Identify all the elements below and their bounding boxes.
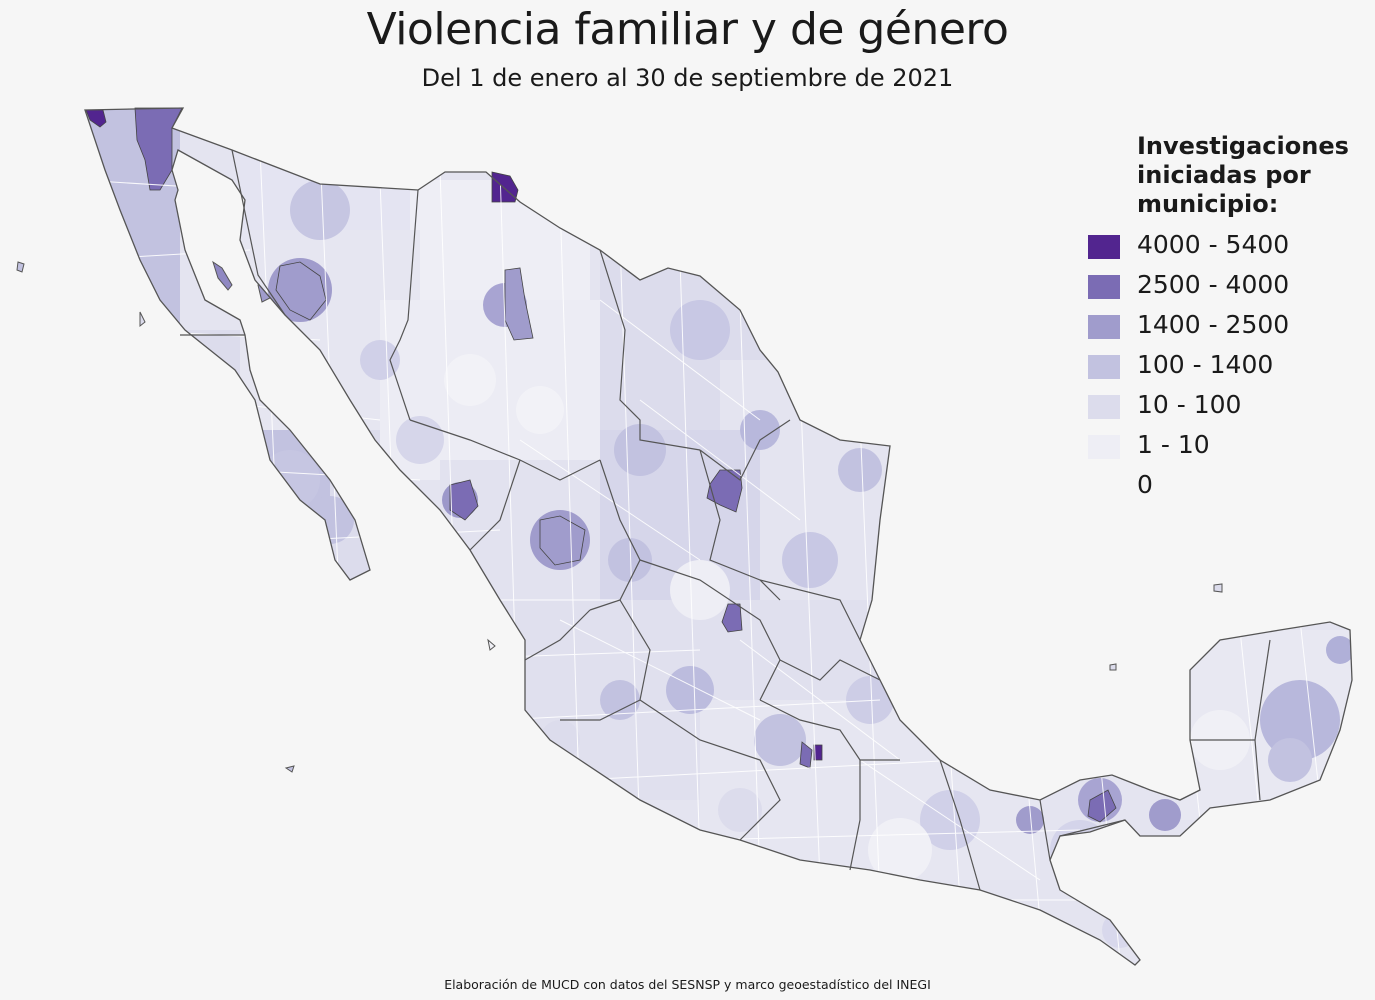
mainland xyxy=(84,107,1353,966)
map-subtitle: Del 1 de enero al 30 de septiembre de 20… xyxy=(421,64,954,92)
legend-swatch xyxy=(1088,355,1120,379)
country-outline xyxy=(84,107,1353,966)
state-borders xyxy=(180,149,1271,891)
legend-label: 1 - 10 xyxy=(1137,430,1210,459)
legend-label: 2500 - 4000 xyxy=(1137,270,1290,299)
legend-item: 0 xyxy=(1088,468,1367,508)
legend-label: 1400 - 2500 xyxy=(1137,310,1290,339)
legend-title: Investigaciones iniciadas por municipio: xyxy=(1137,132,1349,218)
legend-swatch xyxy=(1088,315,1120,339)
map-title: Violencia familiar y de género xyxy=(366,4,1009,55)
legend-swatch xyxy=(1088,475,1120,499)
source-note: Elaboración de MUCD con datos del SESNSP… xyxy=(444,977,931,992)
legend-item: 1 - 10 xyxy=(1088,428,1367,468)
legend-label: 4000 - 5400 xyxy=(1137,230,1290,259)
legend-swatch xyxy=(1088,235,1120,259)
legend-item: 10 - 100 xyxy=(1088,388,1367,428)
legend-swatch xyxy=(1088,435,1120,459)
legend-item: 100 - 1400 xyxy=(1088,348,1367,388)
map-legend: Investigaciones iniciadas por municipio:… xyxy=(1088,132,1367,508)
legend-label: 10 - 100 xyxy=(1137,390,1242,419)
legend-label: 0 xyxy=(1137,470,1153,499)
legend-swatch xyxy=(1088,275,1120,299)
legend-item: 2500 - 4000 xyxy=(1088,268,1367,308)
legend-item: 1400 - 2500 xyxy=(1088,308,1367,348)
legend-label: 100 - 1400 xyxy=(1137,350,1274,379)
high-value-municipalities xyxy=(85,107,1117,823)
legend-swatch xyxy=(1088,395,1120,419)
legend-item: 4000 - 5400 xyxy=(1088,228,1367,268)
